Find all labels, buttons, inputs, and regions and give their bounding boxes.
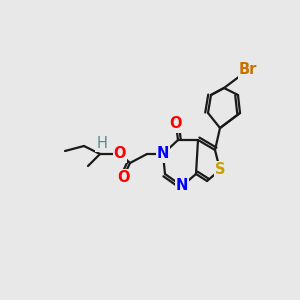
Text: Br: Br [239, 62, 257, 77]
Text: O: O [117, 170, 129, 185]
Text: O: O [170, 116, 182, 131]
Text: N: N [157, 146, 169, 161]
Text: O: O [114, 146, 126, 161]
Text: H: H [97, 136, 107, 151]
Text: S: S [215, 163, 225, 178]
Text: N: N [176, 178, 188, 194]
